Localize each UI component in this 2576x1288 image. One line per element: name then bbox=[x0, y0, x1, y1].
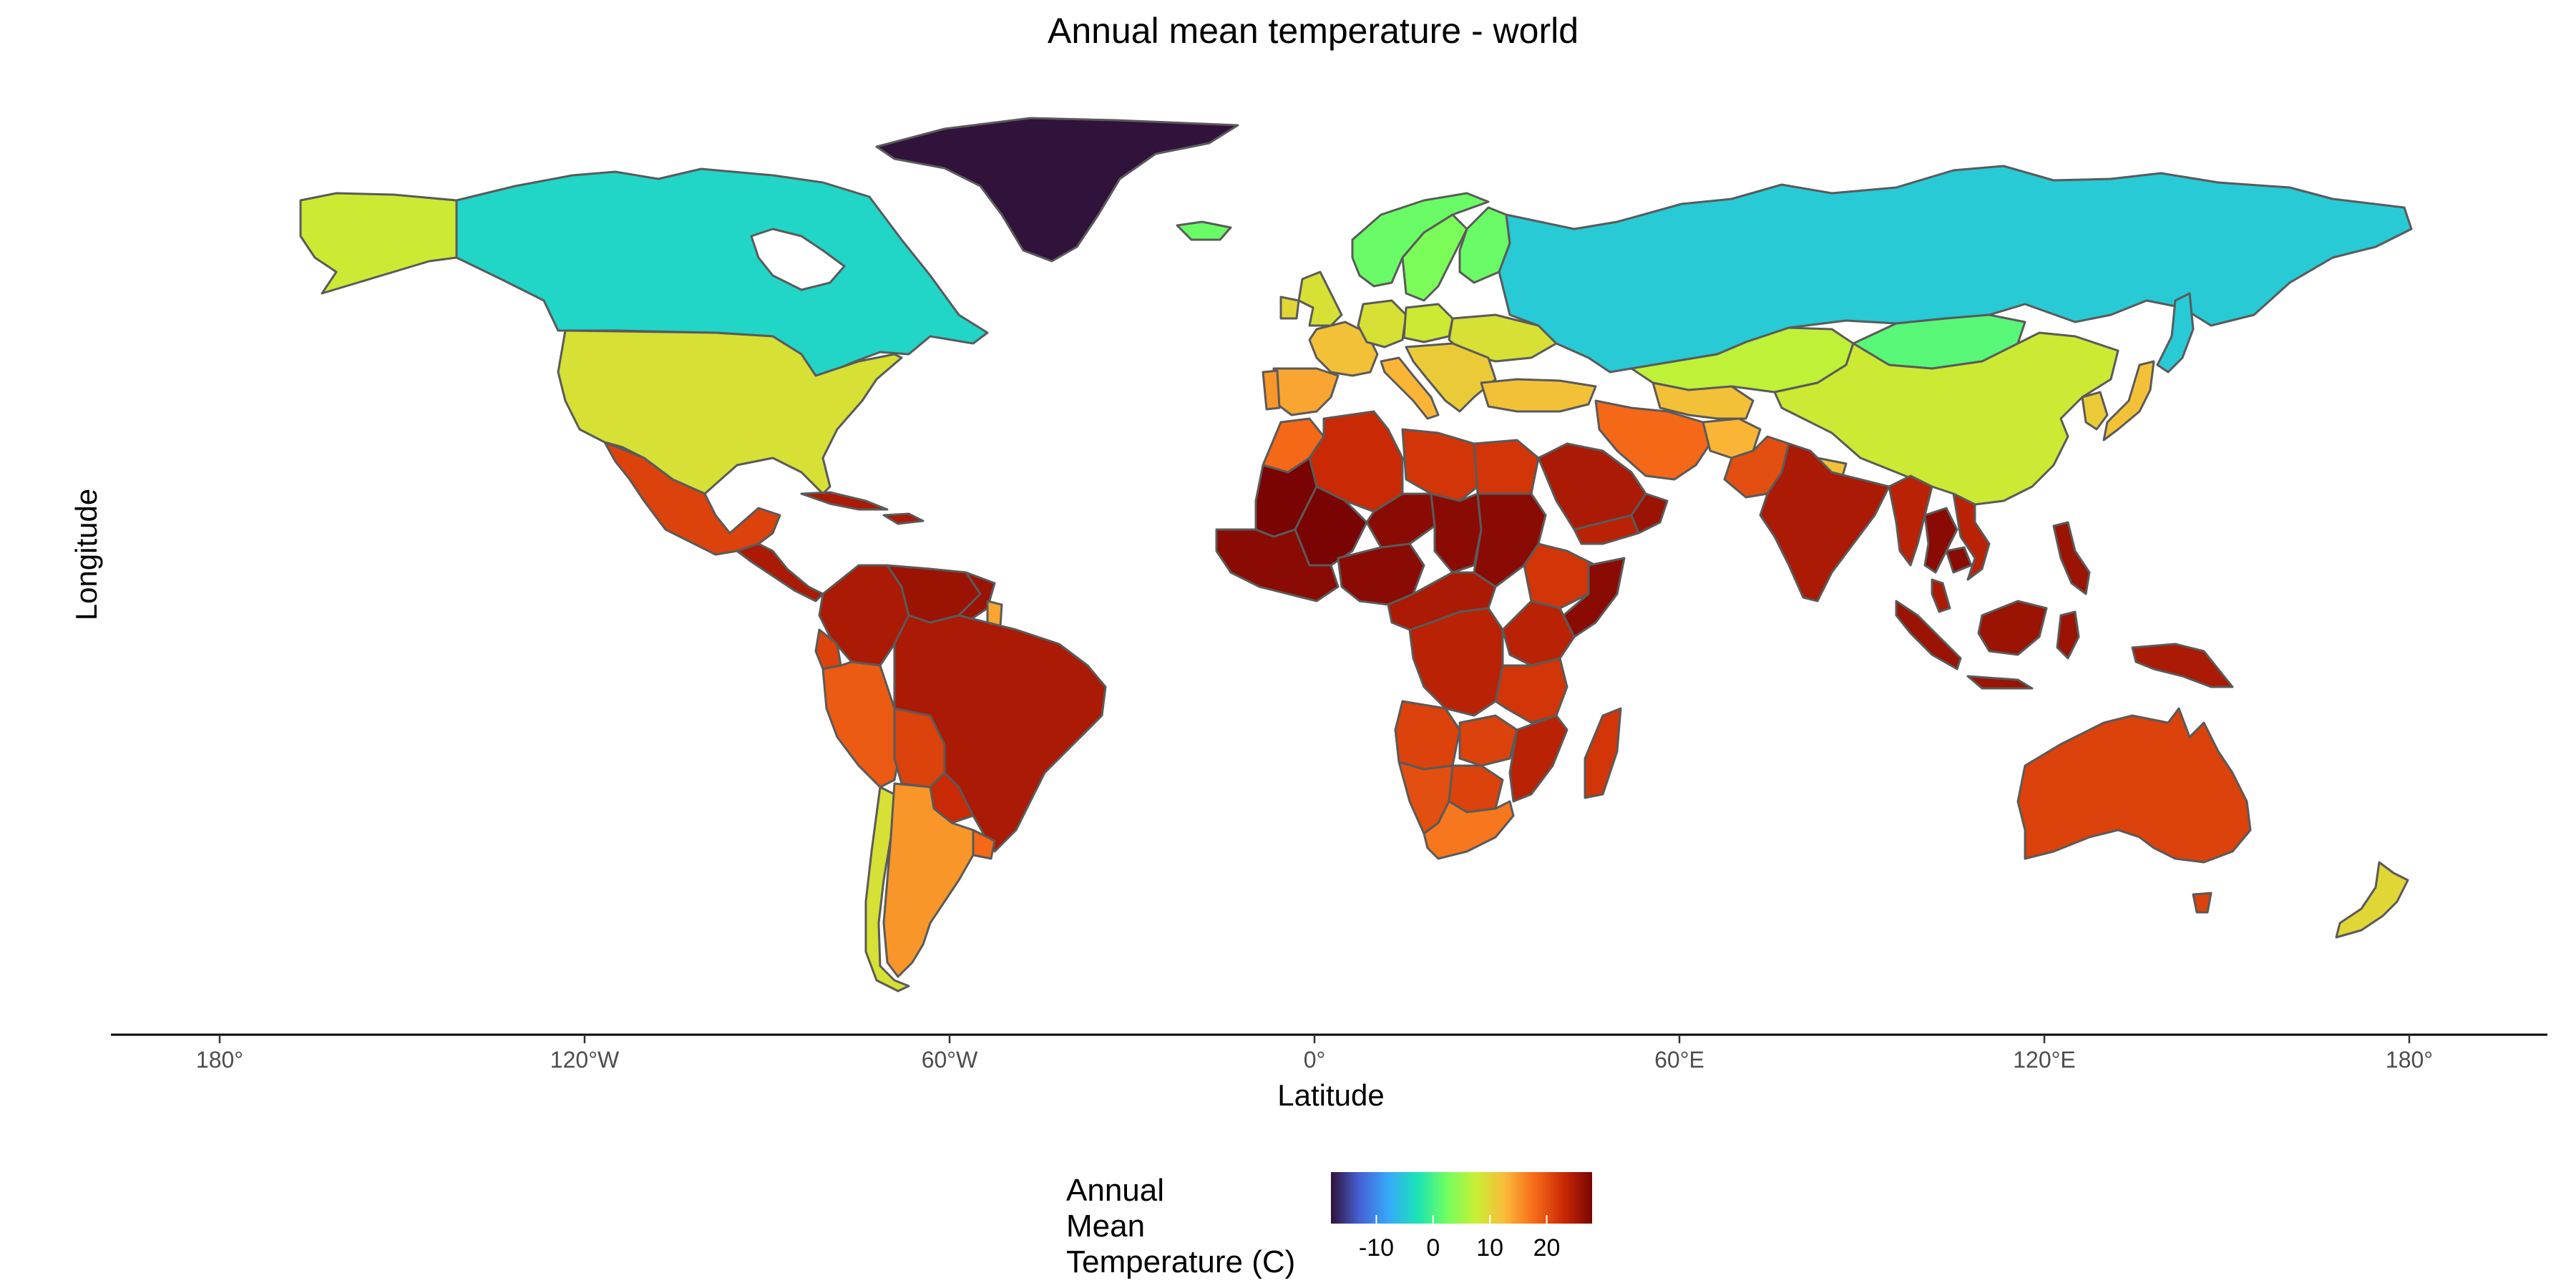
region-new-guinea bbox=[2131, 643, 2234, 688]
region-angola bbox=[1394, 700, 1461, 771]
region-hispaniola bbox=[882, 512, 924, 525]
region-iceland bbox=[1176, 220, 1232, 241]
x-tick-label: 120°E bbox=[2013, 1047, 2076, 1073]
region-vietnam bbox=[1952, 492, 1991, 581]
x-axis-ticks: 180° 120°W 60°W 0° 60°E 120°E 180° bbox=[196, 1035, 2433, 1073]
x-tick-label: 0° bbox=[1304, 1047, 1326, 1073]
chart-title: Annual mean temperature - world bbox=[1048, 11, 1579, 51]
region-tasmania bbox=[2192, 892, 2212, 914]
region-madagascar bbox=[1584, 707, 1622, 799]
region-russia bbox=[1498, 165, 2413, 374]
region-kenya bbox=[1501, 600, 1576, 667]
region-germany bbox=[1357, 299, 1407, 348]
region-portugal bbox=[1262, 369, 1281, 411]
region-korea bbox=[2081, 391, 2109, 431]
region-italy bbox=[1380, 356, 1440, 420]
region-borneo bbox=[1977, 600, 2048, 656]
region-cambodia bbox=[1945, 546, 1973, 574]
x-tick-label: 180° bbox=[196, 1047, 243, 1073]
x-tick-label: 60°E bbox=[1654, 1047, 1704, 1073]
region-peru bbox=[821, 660, 903, 789]
region-mexico bbox=[603, 441, 781, 556]
x-tick-label: 180° bbox=[2386, 1047, 2433, 1073]
region-central-america bbox=[736, 542, 824, 602]
region-spain bbox=[1272, 367, 1340, 416]
legend-tick-label: 10 bbox=[1476, 1234, 1503, 1262]
legend-tick-label: 20 bbox=[1533, 1234, 1561, 1262]
region-poland bbox=[1402, 303, 1454, 343]
country-polygons bbox=[299, 117, 2413, 992]
x-axis-title: Latitude bbox=[1277, 1078, 1384, 1112]
region-india bbox=[1759, 442, 1890, 602]
legend-title-line-1: Annual bbox=[1066, 1173, 1164, 1208]
region-australia bbox=[2016, 707, 2252, 864]
region-south-africa bbox=[1423, 800, 1515, 860]
region-zambia bbox=[1458, 714, 1518, 767]
region-niger bbox=[1365, 492, 1436, 549]
region-ireland bbox=[1279, 296, 1300, 320]
legend-colorbar bbox=[1331, 1172, 1592, 1224]
region-sulawesi bbox=[2056, 610, 2080, 660]
region-argentina bbox=[882, 782, 975, 978]
region-west-africa bbox=[1215, 528, 1340, 602]
region-malaysia bbox=[1931, 578, 1951, 613]
region-somalia bbox=[1562, 557, 1626, 638]
region-tanzania bbox=[1494, 657, 1568, 724]
region-myanmar bbox=[1888, 474, 1933, 567]
region-turkey bbox=[1480, 378, 1597, 413]
region-cuba bbox=[800, 491, 889, 511]
region-china bbox=[1773, 331, 2119, 506]
y-axis-title: Longitude bbox=[69, 489, 103, 621]
region-uk bbox=[1297, 270, 1343, 327]
region-philippines bbox=[2052, 521, 2091, 595]
region-alaska bbox=[299, 192, 458, 295]
region-central-asia bbox=[1652, 381, 1755, 420]
region-new-zealand bbox=[2335, 861, 2409, 939]
region-egypt bbox=[1473, 439, 1540, 495]
region-sweden bbox=[1401, 213, 1468, 302]
legend-title-line-3: Temperature (C) bbox=[1066, 1244, 1295, 1279]
legend: Annual Mean Temperature (C) -10 0 10 20 bbox=[1066, 1172, 1592, 1279]
region-japan bbox=[2102, 360, 2155, 441]
legend-title-line-2: Mean bbox=[1066, 1209, 1145, 1244]
region-java bbox=[1966, 675, 2034, 690]
x-axis: 180° 120°W 60°W 0° 60°E 120°E 180° Latitude bbox=[111, 1033, 2547, 1112]
region-balkans bbox=[1405, 342, 1497, 413]
region-oman bbox=[1630, 492, 1669, 535]
region-mozambique bbox=[1508, 714, 1568, 803]
region-greenland bbox=[875, 117, 1239, 263]
region-dr-congo bbox=[1408, 607, 1504, 717]
x-tick-label: 120°W bbox=[550, 1047, 620, 1073]
region-thailand bbox=[1923, 507, 1958, 574]
legend-tick-label: 0 bbox=[1426, 1234, 1440, 1262]
region-indonesia bbox=[1895, 600, 1962, 670]
region-france bbox=[1308, 321, 1379, 377]
legend-ticks: -10 0 10 20 bbox=[1359, 1215, 1561, 1262]
region-iran bbox=[1594, 399, 1712, 481]
region-libya bbox=[1401, 428, 1479, 502]
region-canada-hudson-shore bbox=[750, 228, 846, 291]
x-tick-label: 60°W bbox=[922, 1047, 978, 1073]
region-chad bbox=[1430, 492, 1483, 574]
legend-tick-label: -10 bbox=[1359, 1234, 1394, 1262]
region-russia-kamchatka bbox=[2156, 292, 2195, 374]
